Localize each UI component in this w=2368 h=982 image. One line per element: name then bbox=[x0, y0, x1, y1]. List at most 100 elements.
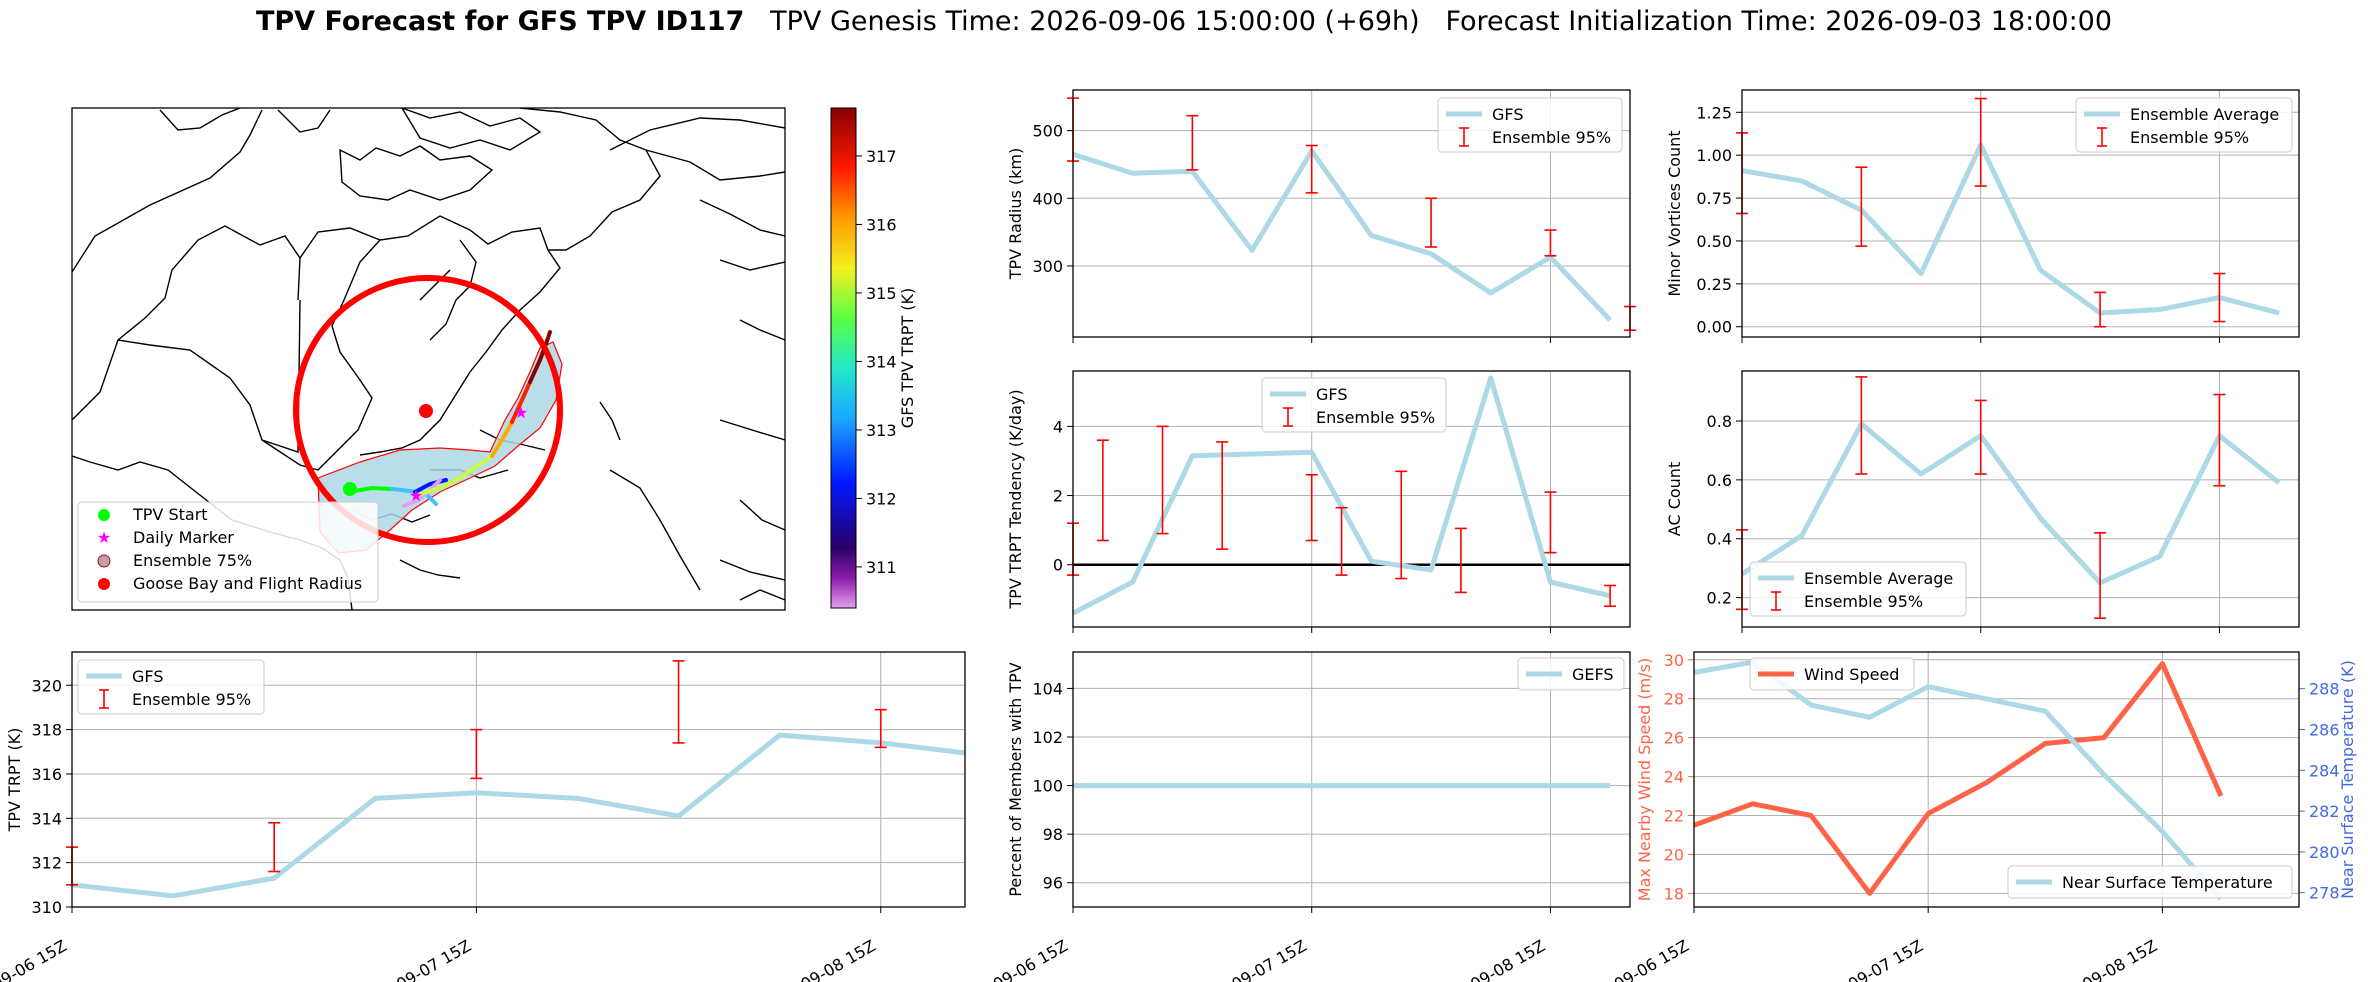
colorbar-ticks: 317 316 315 314 313 312 311 bbox=[856, 147, 897, 577]
legend-box bbox=[1437, 97, 1623, 153]
legend: Ensemble Average Ensemble 95% bbox=[1749, 561, 1967, 617]
plot-frame bbox=[1072, 651, 1631, 908]
legend-goose-bay-icon bbox=[98, 578, 110, 590]
ytick-label-0: 0.2 bbox=[1707, 589, 1732, 608]
ytick-label-3: 316 bbox=[31, 765, 62, 784]
xtick-label-1: 09-07 15Z bbox=[1845, 936, 1926, 982]
legend-text-1: Near Surface Temperature bbox=[2062, 873, 2273, 892]
legend-text-0: Ensemble Average bbox=[1804, 569, 1953, 588]
map-legend: TPV Start ★ Daily Marker Ensemble 75% Go… bbox=[77, 501, 379, 603]
map-drawing: ★ ★ bbox=[72, 108, 785, 610]
legend-box-2 bbox=[2007, 865, 2293, 899]
daily-marker-2: ★ bbox=[514, 403, 528, 422]
ytick-label-0: 310 bbox=[31, 898, 62, 917]
legend-box bbox=[1517, 657, 1625, 691]
chart-wind-temperature: 09-06 15Z 09-07 15Z 09-08 15Z 18 20 22 24 26 28 3… bbox=[1611, 651, 2357, 982]
ylabel-right: Near Surface Temperature (K) bbox=[2338, 660, 2357, 899]
ytick-label-3: 102 bbox=[1032, 728, 1063, 747]
xtick-label-0: 09-06 15Z bbox=[990, 936, 1071, 982]
map-panel: ★ ★ TPV Start ★ Daily Marker Ensemble 75… bbox=[71, 107, 917, 611]
legend-box bbox=[1749, 561, 1967, 617]
plot-frame bbox=[1072, 89, 1631, 338]
ytick-label-1: 0.25 bbox=[1696, 275, 1732, 294]
xtick-label-0: 09-06 15Z bbox=[1611, 936, 1692, 982]
ytick-label-4: 26 bbox=[1664, 729, 1684, 748]
ylabel: TPV Radius (km) bbox=[1006, 148, 1025, 281]
colorbar-tick-label-1: 316 bbox=[866, 215, 897, 234]
series-line-0 bbox=[71, 732, 966, 899]
ytick-label-1: 98 bbox=[1043, 825, 1063, 844]
xtick-label-2: 09-08 15Z bbox=[2079, 936, 2160, 982]
ytick-label-1: 20 bbox=[1664, 845, 1684, 864]
ytick-label-3: 0.75 bbox=[1696, 189, 1732, 208]
ytick-right-label-1: 280 bbox=[2309, 843, 2340, 862]
legend-daily-marker-icon: ★ bbox=[97, 528, 111, 547]
series-line-0 bbox=[1740, 421, 2281, 586]
ytick-label-3: 0.8 bbox=[1707, 412, 1732, 431]
ytick-label-3: 24 bbox=[1664, 768, 1684, 787]
ytick-label-1: 2 bbox=[1053, 487, 1063, 506]
legend: GEFS bbox=[1517, 657, 1625, 691]
colorbar-tick-label-2: 315 bbox=[866, 284, 897, 303]
ytick-label-0: 300 bbox=[1032, 257, 1063, 276]
ytick-label-4: 104 bbox=[1032, 679, 1063, 698]
ytick-label-0: 96 bbox=[1043, 874, 1063, 893]
ytick-label-2: 4 bbox=[1053, 417, 1063, 436]
ytick-right-label-4: 286 bbox=[2309, 721, 2340, 740]
ytick-label-5: 28 bbox=[1664, 690, 1684, 709]
plot-frame bbox=[1741, 89, 2300, 338]
ytick-label-2: 314 bbox=[31, 809, 62, 828]
xtick-label-1: 09-07 15Z bbox=[393, 936, 474, 982]
legend-text-0: Ensemble Average bbox=[2130, 105, 2279, 124]
legend-tpv-start-icon bbox=[98, 509, 110, 521]
colorbar-tick-label-6: 311 bbox=[866, 558, 897, 577]
legend-tpv-start: TPV Start bbox=[132, 505, 208, 524]
ylabel: Percent of Members with TPV bbox=[1006, 662, 1025, 896]
series-line-0 bbox=[1693, 661, 2224, 896]
chart-trpt-tendency: 0 2 4 TPV TRPT Tendency (K/day) GFS Ensemble … bbox=[1006, 370, 1631, 633]
legend-box bbox=[77, 659, 265, 715]
legend-text-1: Ensemble 95% bbox=[1492, 128, 1611, 147]
plot-frame bbox=[1693, 651, 2300, 908]
legend-text-1: Ensemble 95% bbox=[132, 690, 251, 709]
colorbar-tick-label-0: 317 bbox=[866, 147, 897, 166]
plot-frame bbox=[1072, 370, 1631, 628]
legend-box bbox=[2075, 97, 2293, 153]
xtick-label-2: 09-08 15Z bbox=[797, 936, 878, 982]
legend: GFS Ensemble 95% bbox=[77, 659, 265, 715]
ytick-label-0: 0 bbox=[1053, 556, 1063, 575]
ytick-right-label-0: 278 bbox=[2309, 884, 2340, 903]
colorbar-tick-label-5: 312 bbox=[866, 489, 897, 508]
legend: Wind Speed Near Surface Temperature bbox=[1749, 657, 2293, 899]
chart-tpv-radius: 300 400 500 TPV Radius (km) GFS Ensemble 95% bbox=[1006, 89, 1636, 343]
tpv-start-marker bbox=[343, 482, 357, 496]
plot-frame bbox=[1741, 370, 2300, 628]
ytick-label-2: 100 bbox=[1032, 777, 1063, 796]
ytick-label-6: 30 bbox=[1664, 651, 1684, 670]
legend-box bbox=[1749, 657, 1915, 691]
legend-ensemble-75: Ensemble 75% bbox=[133, 551, 252, 570]
legend-text-0: GFS bbox=[1316, 385, 1347, 404]
legend-text-1: Ensemble 95% bbox=[1316, 408, 1435, 427]
legend-text-1: Ensemble 95% bbox=[2130, 128, 2249, 147]
legend-text-0: GFS bbox=[1492, 105, 1523, 124]
ytick-label-5: 320 bbox=[31, 676, 62, 695]
legend-ensemble-75-icon bbox=[97, 554, 111, 568]
legend-box bbox=[1261, 377, 1447, 433]
title-init: Forecast Initialization Time: 2026-09-03… bbox=[1445, 6, 2113, 37]
colorbar-tick-label-4: 313 bbox=[866, 421, 897, 440]
colorbar-gradient bbox=[830, 107, 857, 609]
title-main: TPV Forecast for GFS TPV ID117 bbox=[255, 6, 745, 37]
title-genesis: TPV Genesis Time: 2026-09-06 15:00:00 (+… bbox=[770, 6, 1420, 37]
series-line-1 bbox=[1693, 659, 2223, 901]
chart-percent-members: 09-06 15Z 09-07 15Z 09-08 15Z 96 98 100 102 104… bbox=[990, 651, 1631, 982]
legend: Ensemble Average Ensemble 95% bbox=[2075, 97, 2293, 153]
map-colorbar: 317 316 315 314 313 312 311 GFS TPV TRPT (K) bbox=[830, 107, 917, 609]
legend-text-1: Ensemble 95% bbox=[1804, 592, 1923, 611]
xtick-label-2: 09-08 15Z bbox=[1467, 936, 1548, 982]
ytick-right-label-3: 284 bbox=[2309, 761, 2340, 780]
ytick-right-label-2: 282 bbox=[2309, 802, 2340, 821]
ytick-label-4: 318 bbox=[31, 721, 62, 740]
